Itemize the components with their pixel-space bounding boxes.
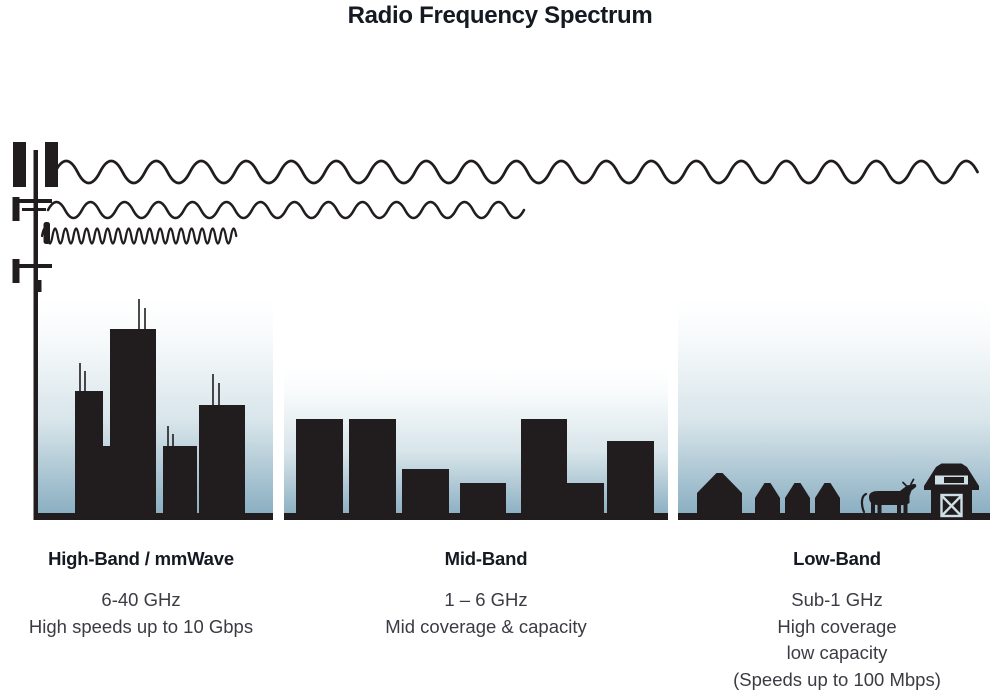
house bbox=[755, 483, 780, 516]
building bbox=[199, 405, 245, 516]
cow-leg bbox=[897, 503, 901, 518]
high-band-scene bbox=[37, 299, 273, 520]
building bbox=[521, 419, 567, 516]
waves-layer bbox=[40, 159, 979, 245]
high-band-label: High-Band / mmWave 6-40 GHz High speeds … bbox=[0, 548, 282, 640]
high-frequency-wave bbox=[40, 227, 238, 245]
band-detail: (Speeds up to 100 Mbps) bbox=[733, 668, 941, 690]
band-detail: low capacity bbox=[786, 642, 888, 663]
cow-icon bbox=[860, 478, 917, 518]
tower-mast bbox=[33, 150, 38, 520]
band-detail: High coverage bbox=[777, 615, 897, 637]
tower-antenna-panel bbox=[45, 142, 58, 187]
band-detail: Sub-1 GHz bbox=[791, 589, 883, 610]
building bbox=[163, 446, 197, 516]
band-title: Low-Band bbox=[793, 548, 881, 569]
ground bbox=[284, 513, 668, 520]
cow-horn bbox=[910, 478, 915, 485]
band-detail: Mid coverage & capacity bbox=[385, 615, 587, 637]
tower-antenna-panel bbox=[13, 142, 26, 187]
cow-ear bbox=[902, 481, 908, 487]
building bbox=[75, 391, 103, 516]
ground bbox=[678, 513, 990, 520]
barn-door-cross bbox=[941, 495, 962, 517]
band-detail: 1 – 6 GHz bbox=[444, 589, 528, 610]
ground bbox=[37, 513, 273, 520]
scenes-layer bbox=[37, 299, 990, 520]
building bbox=[607, 441, 654, 516]
band-detail: 6-40 GHz bbox=[101, 589, 181, 610]
building bbox=[110, 329, 156, 516]
tower-stub bbox=[36, 280, 42, 292]
cow-body bbox=[869, 483, 917, 506]
tower-crossarm bbox=[17, 199, 52, 203]
house bbox=[697, 473, 742, 516]
barn-vent bbox=[944, 477, 964, 483]
house bbox=[815, 483, 840, 516]
low-frequency-wave bbox=[53, 159, 979, 185]
building bbox=[296, 419, 343, 516]
tower-crossarm bbox=[22, 208, 46, 211]
building bbox=[103, 446, 110, 516]
mid-band-label: Mid-Band 1 – 6 GHz Mid coverage & capaci… bbox=[336, 548, 636, 640]
cow-tail bbox=[860, 492, 868, 514]
mid-band-scene bbox=[284, 368, 668, 520]
cell-tower-icon bbox=[12, 142, 58, 520]
band-title: High-Band / mmWave bbox=[48, 548, 234, 569]
building bbox=[567, 483, 604, 516]
barn-icon bbox=[924, 463, 979, 518]
tower-antenna-panel bbox=[12, 197, 20, 221]
cow-leg bbox=[877, 503, 882, 518]
building bbox=[460, 483, 506, 516]
low-band-label: Low-Band Sub-1 GHz High coverage low cap… bbox=[687, 548, 987, 693]
house bbox=[785, 483, 810, 516]
spectrum-canvas bbox=[12, 142, 990, 520]
mid-frequency-wave bbox=[46, 200, 526, 220]
page-title: Radio Frequency Spectrum bbox=[347, 2, 653, 29]
barn-door bbox=[940, 493, 963, 518]
band-detail: High speeds up to 10 Gbps bbox=[28, 615, 254, 637]
cow-leg bbox=[903, 503, 908, 518]
band-title: Mid-Band bbox=[444, 548, 528, 569]
building bbox=[349, 419, 396, 516]
building bbox=[402, 469, 449, 516]
tower-antenna-panel bbox=[12, 259, 20, 283]
tower-crossarm bbox=[17, 264, 52, 268]
cow-leg bbox=[871, 503, 875, 518]
